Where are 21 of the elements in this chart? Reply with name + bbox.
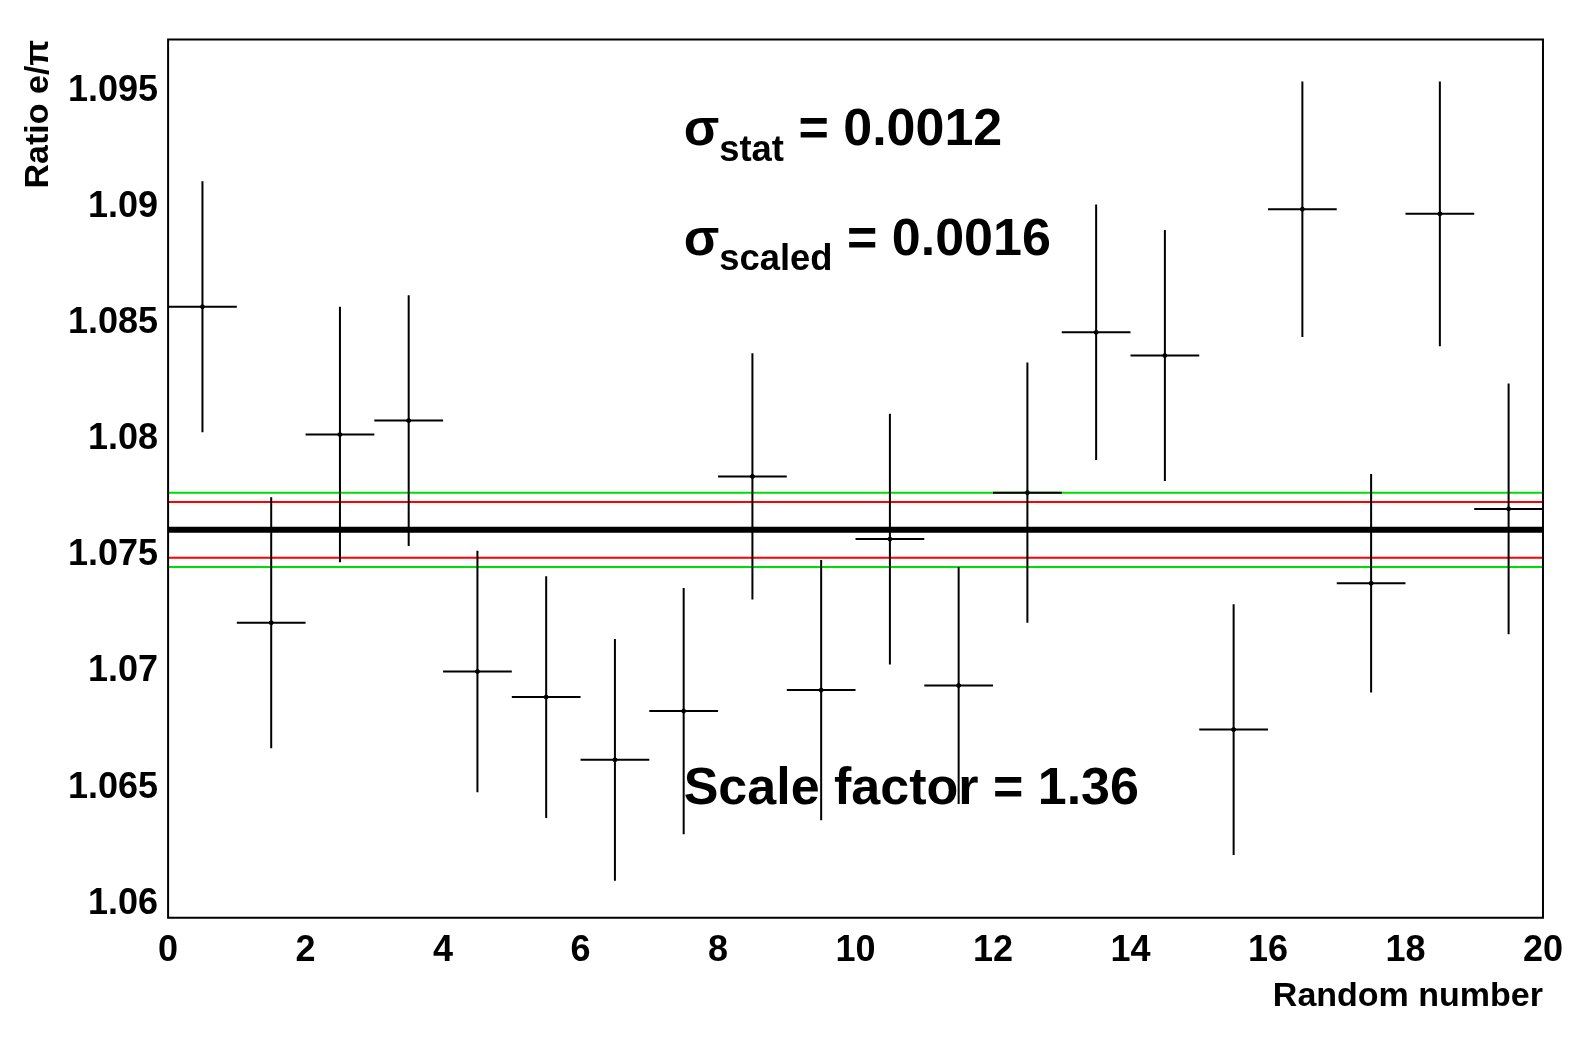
x-tick-label: 16 xyxy=(1247,928,1289,970)
x-tick-label: 6 xyxy=(570,928,591,970)
x-tick-label: 8 xyxy=(708,928,729,970)
y-tick-label: 1.09 xyxy=(88,183,159,225)
y-tick-label: 1.095 xyxy=(67,67,159,109)
x-tick-label: 18 xyxy=(1385,928,1426,970)
y-tick-label: 1.06 xyxy=(88,880,159,922)
y-tick-label: 1.07 xyxy=(88,648,159,690)
y-tick-label: 1.085 xyxy=(67,299,159,341)
x-tick-label: 20 xyxy=(1522,928,1563,970)
x-tick-label: 4 xyxy=(433,928,454,970)
y-tick-label: 1.08 xyxy=(88,416,159,458)
x-tick-label: 2 xyxy=(295,928,316,970)
x-tick-label: 0 xyxy=(158,928,179,970)
x-tick-label: 12 xyxy=(973,928,1014,970)
x-axis-title: Random number xyxy=(1272,975,1543,1014)
x-tick-label: 14 xyxy=(1110,928,1151,970)
y-axis-title: Ratio e/π xyxy=(17,39,56,189)
y-tick-label: 1.065 xyxy=(67,764,159,806)
x-tick-label: 10 xyxy=(835,928,876,970)
y-tick-label: 1.075 xyxy=(67,532,159,574)
